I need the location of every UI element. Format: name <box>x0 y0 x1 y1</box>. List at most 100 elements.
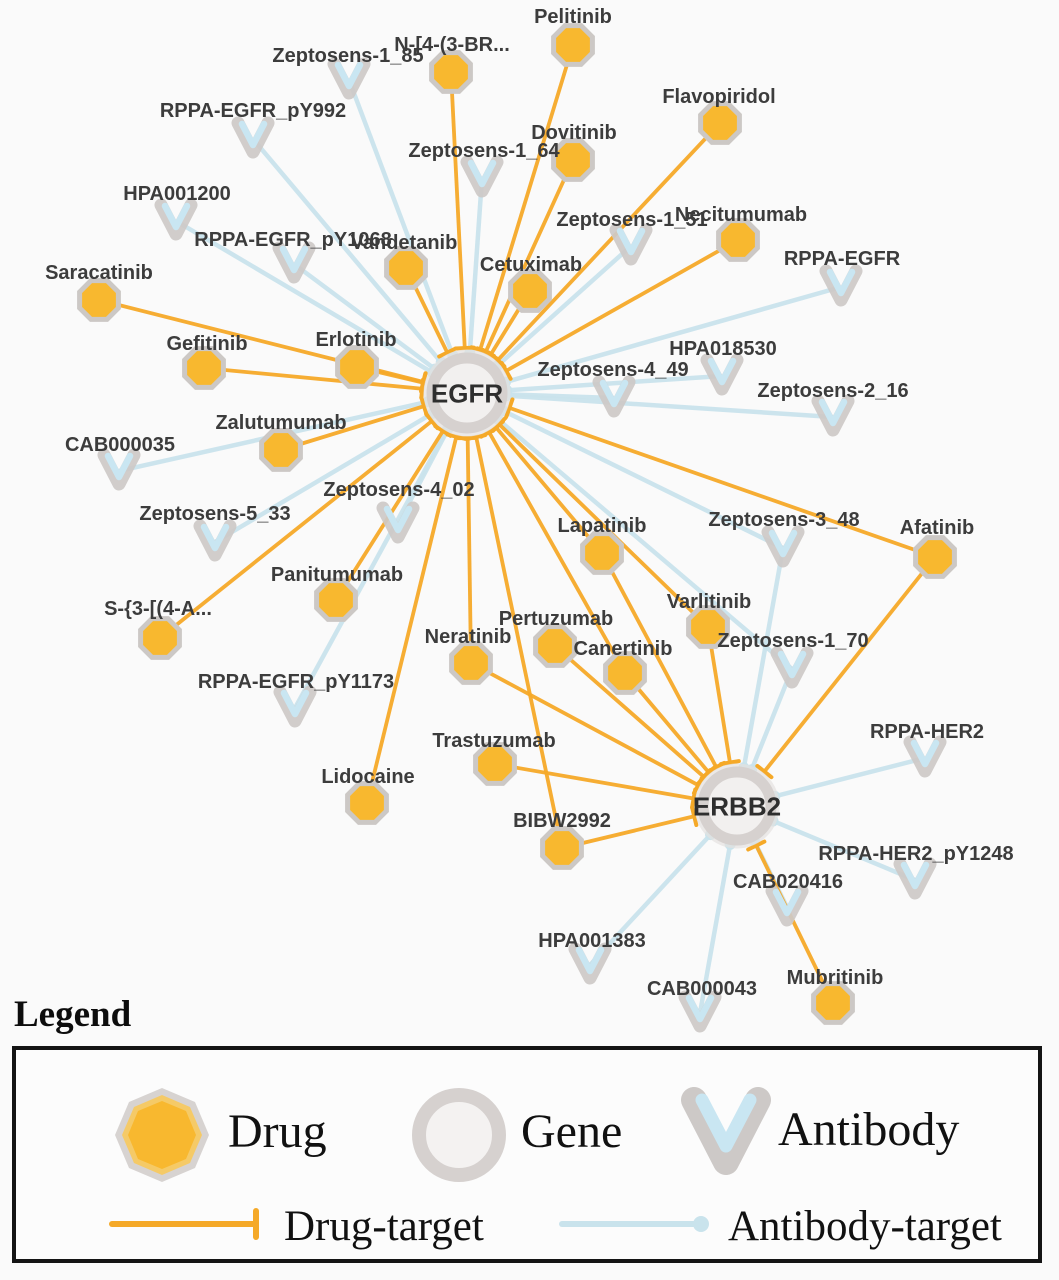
antibody-target-edge-rppa-egfr-py1068-egfr <box>292 262 437 371</box>
drug-node-lapatinib[interactable] <box>580 531 624 575</box>
drug-target-edge-dovitinib-egfr <box>483 159 575 353</box>
drug-node-saracatinib[interactable] <box>77 278 121 322</box>
drug-node-mubritinib[interactable] <box>811 981 855 1025</box>
edge-tee <box>437 346 458 359</box>
antibody-target-edge-cab000043-erbb2 <box>697 843 733 1014</box>
drug-label-saracatinib: Saracatinib <box>45 262 153 284</box>
drug-node-necitumumab[interactable] <box>716 218 760 262</box>
drug-node-panitumumab[interactable] <box>314 578 358 622</box>
antibody-node-rppa-egfr[interactable] <box>819 264 863 307</box>
legend-label-drug-target: Drug-target <box>284 1203 484 1250</box>
gene-node-egfr[interactable] <box>423 349 511 437</box>
legend-title: Legend <box>14 994 132 1035</box>
antibody-node-cab000043[interactable] <box>678 990 722 1033</box>
legend-box: Drug Gene Antibody Drug-target Antibody-… <box>12 1046 1042 1263</box>
drug-node-vandetanib[interactable] <box>384 246 428 290</box>
drug-node-cetuximab[interactable] <box>508 269 552 313</box>
drug-node-bibw2992[interactable] <box>540 826 584 870</box>
drug-label-gefitinib: Gefitinib <box>166 333 247 355</box>
antibody-node-cab000035[interactable] <box>97 448 141 491</box>
antibody-chevron-inner <box>772 888 802 917</box>
antibody-target-edge-icon <box>559 1216 709 1232</box>
antibody-chevron-inner <box>104 452 134 481</box>
antibody-label-cab020416: CAB020416 <box>733 871 843 893</box>
antibody-target-edge-hpa001200-egfr <box>174 219 434 375</box>
drug-label-mubritinib: Mubritinib <box>787 967 884 989</box>
drug-node-icon <box>115 1088 209 1182</box>
antibody-node-zeptosens-4-49[interactable] <box>592 375 636 418</box>
drug-node-gefitinib[interactable] <box>182 346 226 390</box>
edge-tee <box>755 763 774 780</box>
antibody-node-cab020416[interactable] <box>765 884 809 927</box>
antibody-node-zeptosens-1-85[interactable] <box>327 57 371 100</box>
gene-label-egfr: EGFR <box>431 378 503 408</box>
antibody-target-edge-zeptosens-5-33-egfr <box>213 411 434 544</box>
drug-target-edge-neratinib-egfr <box>465 437 473 664</box>
antibody-chevron-inner <box>818 398 848 427</box>
drug-target-edge-trastuzumab-erbb2 <box>494 762 694 801</box>
antibody-node-rppa-egfr-py1173[interactable] <box>273 685 317 728</box>
gene-node-erbb2[interactable] <box>694 763 780 849</box>
antibody-target-edge-zeptosens-1-64-egfr <box>467 177 485 354</box>
drug-label-flavopiridol: Flavopiridol <box>662 86 775 108</box>
drug-node-zalutumumab[interactable] <box>259 428 303 472</box>
drug-node-s-3-4-a[interactable] <box>138 616 182 660</box>
antibody-node-zeptosens-4-02[interactable] <box>376 501 420 544</box>
drug-target-edge-n-4-3-br-egfr <box>449 71 467 349</box>
antibody-node-zeptosens-1-51[interactable] <box>609 223 653 266</box>
antibody-label-zeptosens-2-16: Zeptosens-2_16 <box>757 380 908 402</box>
drug-label-n-4-3-br: N-[4-(3-BR... <box>394 34 510 56</box>
gene-label-erbb2: ERBB2 <box>693 791 781 821</box>
legend-label-gene: Gene <box>521 1105 623 1158</box>
legend-label-antibody: Antibody <box>778 1103 960 1156</box>
drug-node-flavopiridol[interactable] <box>698 101 742 145</box>
antibody-node-rppa-her2[interactable] <box>903 735 947 778</box>
antibody-label-cab000035: CAB000035 <box>65 434 175 456</box>
drug-label-panitumumab: Panitumumab <box>271 564 403 586</box>
drug-node-pertuzumab[interactable] <box>533 624 577 668</box>
drug-label-vandetanib: Vandetanib <box>351 232 458 254</box>
drug-node-lidocaine[interactable] <box>345 781 389 825</box>
antibody-node-zeptosens-1-70[interactable] <box>770 646 814 689</box>
antibody-node-hpa018530[interactable] <box>700 353 744 396</box>
drug-target-edge-gefitinib-egfr <box>203 366 423 391</box>
drug-target-edge-lidocaine-egfr <box>365 436 459 804</box>
antibody-node-hpa001383[interactable] <box>568 942 612 985</box>
drug-node-canertinib[interactable] <box>603 651 647 695</box>
antibody-node-zeptosens-1-64[interactable] <box>460 155 504 198</box>
drug-node-trastuzumab[interactable] <box>473 742 517 786</box>
antibody-chevron-inner <box>200 523 230 552</box>
drug-label-afatinib: Afatinib <box>900 517 974 539</box>
antibody-chevron-inner <box>685 994 715 1023</box>
drug-node-varlitinib[interactable] <box>686 605 730 649</box>
antibody-node-rppa-egfr-py992[interactable] <box>231 116 275 159</box>
drug-target-edge-varlitinib-erbb2 <box>706 626 732 763</box>
antibody-node-hpa001200[interactable] <box>154 198 198 241</box>
antibody-target-edge-zeptosens-3-48-egfr <box>501 408 784 551</box>
edge-tee <box>690 787 698 810</box>
antibody-label-zeptosens-4-49: Zeptosens-4_49 <box>537 359 688 381</box>
drug-node-afatinib[interactable] <box>913 535 957 579</box>
antibody-target-edge-zeptosens-1-70-erbb2 <box>749 668 795 771</box>
drug-node-dovitinib[interactable] <box>551 138 595 182</box>
drug-target-edge-zalutumumab-egfr <box>280 404 425 452</box>
drug-node-pelitinib[interactable] <box>551 23 595 67</box>
drug-target-edge-icon <box>109 1208 259 1240</box>
antibody-chevron-inner <box>161 202 191 231</box>
edge-tee <box>504 397 515 419</box>
drug-target-edge-neratinib-erbb2 <box>470 661 700 787</box>
antibody-node-zeptosens-2-16[interactable] <box>811 394 855 437</box>
antibody-node-rppa-egfr-py1068[interactable] <box>272 241 316 284</box>
antibody-chevron-inner <box>777 650 807 679</box>
antibody-node-zeptosens-3-48[interactable] <box>761 525 805 568</box>
drug-node-erlotinib[interactable] <box>335 345 379 389</box>
drug-node-n-4-3-br[interactable] <box>429 50 473 94</box>
antibody-node-zeptosens-5-33[interactable] <box>193 519 237 562</box>
antibody-node-rppa-her2-py1248[interactable] <box>893 857 937 900</box>
antibody-label-rppa-egfr-py1068: RPPA-EGFR_pY1068 <box>194 229 391 251</box>
drug-target-edge-mubritinib-erbb2 <box>754 844 835 1004</box>
drug-target-edge-canertinib-egfr <box>487 431 627 674</box>
drug-node-neratinib[interactable] <box>449 641 493 685</box>
legend-label-drug: Drug <box>228 1105 327 1158</box>
